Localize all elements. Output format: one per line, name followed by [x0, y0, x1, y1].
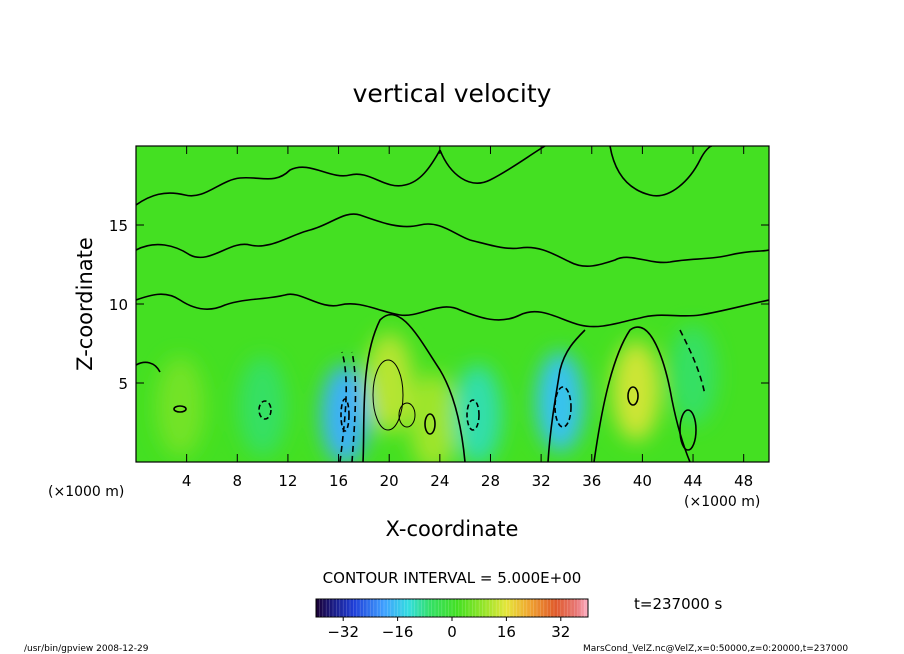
y-axis-label: Z-coordinate: [73, 237, 97, 371]
colorbar: −32 −16 0 16 32: [315, 598, 589, 641]
x-tick-label-9: 40: [633, 472, 652, 490]
heatmap-cell-8: [669, 325, 718, 426]
heatmap-cell-6: [536, 351, 585, 452]
contour-lines: [136, 146, 769, 462]
heatmap-cells: [156, 325, 718, 462]
x-tick-label-7: 32: [532, 472, 551, 490]
x-tick-label-3: 16: [329, 472, 348, 490]
x-tick-label-6: 28: [481, 472, 500, 490]
heatmap-cell-7: [612, 340, 661, 441]
colorbar-tick-label-2: 0: [447, 623, 457, 641]
x-axis-ticks: 4 8 12 16 20 24 28 32 36 40 44 48: [182, 146, 753, 490]
footer-source: MarsCond_VelZ.nc@VelZ,x=0:50000,z=0:2000…: [583, 644, 848, 654]
colorbar-tick-label-1: −16: [382, 623, 414, 641]
chart-title: vertical velocity: [353, 79, 552, 108]
footer-program: /usr/bin/gpview 2008-12-29: [24, 644, 149, 654]
y-tick-label-1: 10: [109, 296, 128, 314]
colorbar-stripes: [319, 599, 585, 617]
x-axis-unit-right: (×1000 m): [684, 494, 760, 510]
x-tick-label-5: 24: [430, 472, 449, 490]
x-tick-label-10: 44: [683, 472, 702, 490]
heatmap-cell-4: [409, 372, 458, 462]
x-tick-label-2: 12: [278, 472, 297, 490]
x-tick-label-4: 20: [380, 472, 399, 490]
colorbar-ticks: −32 −16 0 16 32: [327, 617, 570, 641]
heatmap-cell-2: [320, 364, 369, 462]
x-axis-unit-left: (×1000 m): [48, 484, 124, 500]
y-tick-label-2: 15: [109, 217, 128, 235]
time-label: t=237000 s: [634, 595, 722, 613]
contour-interval-label: CONTOUR INTERVAL = 5.000E+00: [323, 569, 582, 587]
heatmap-cell-5: [453, 364, 502, 462]
y-tick-label-0: 5: [118, 375, 128, 393]
x-tick-label-8: 36: [582, 472, 601, 490]
colorbar-tick-label-0: −32: [327, 623, 359, 641]
x-axis-label: X-coordinate: [386, 517, 519, 541]
y-axis-ticks: 5 10 15: [109, 217, 769, 393]
heatmap-cell-3: [365, 333, 414, 433]
colorbar-tick-label-3: 16: [497, 623, 516, 641]
x-tick-label-1: 8: [233, 472, 243, 490]
x-tick-label-11: 48: [734, 472, 753, 490]
heatmap-cell-1: [238, 356, 287, 457]
colorbar-tick-label-4: 32: [551, 623, 570, 641]
x-tick-label-0: 4: [182, 472, 192, 490]
